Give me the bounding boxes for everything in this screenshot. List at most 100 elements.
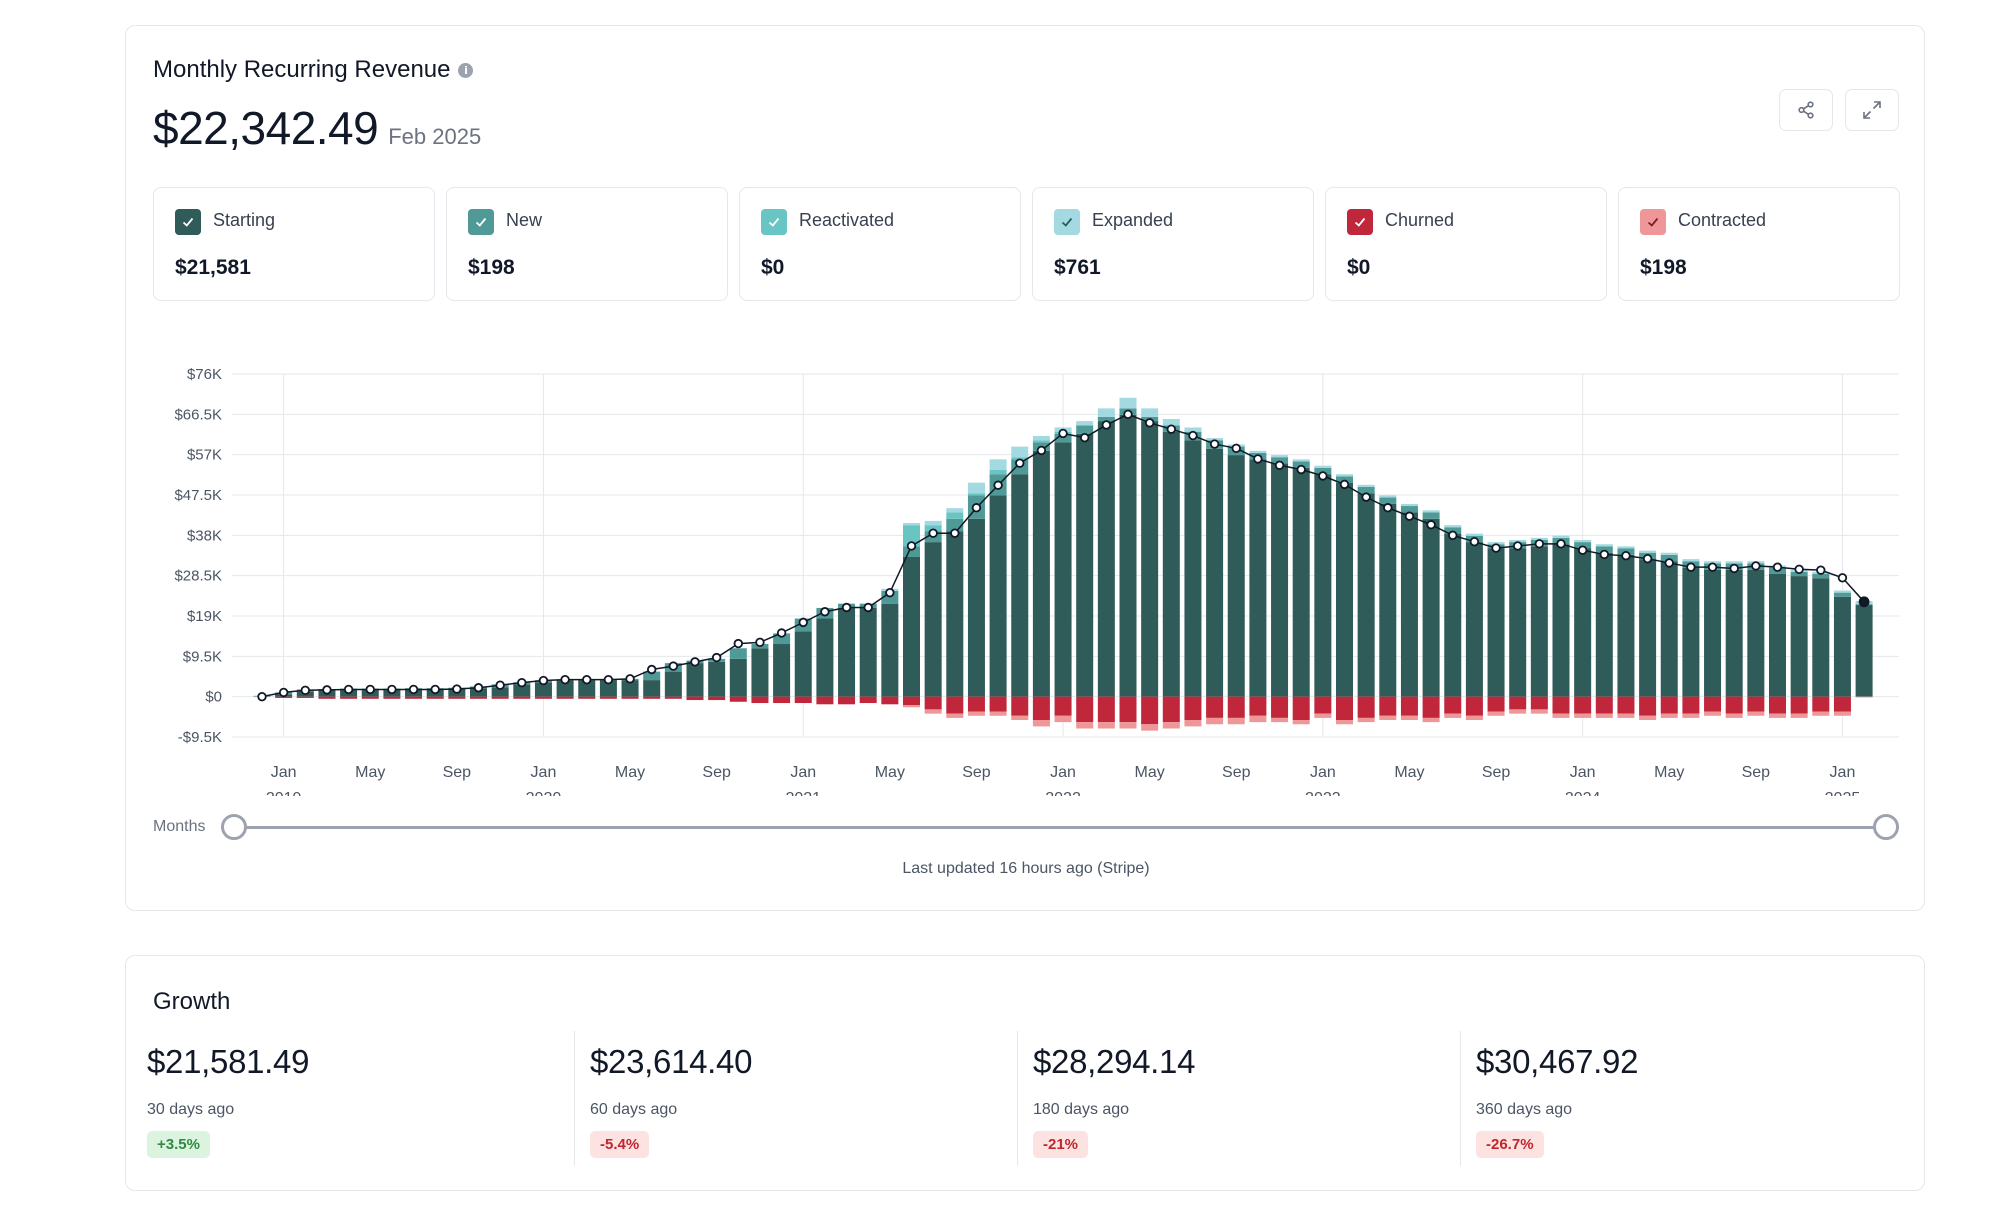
- bar-segment-churned: [1032, 696, 1050, 721]
- info-icon[interactable]: i: [458, 62, 474, 78]
- mrr-point: [1858, 596, 1870, 608]
- bar-segment-starting: [1422, 518, 1440, 697]
- x-tick-label: Jan: [271, 764, 297, 781]
- checkbox-expanded[interactable]: [1054, 209, 1080, 235]
- checkbox-churned[interactable]: [1347, 209, 1373, 235]
- y-tick-label: $76K: [187, 366, 222, 383]
- x-tick-year-label: 2022: [1045, 790, 1081, 796]
- current-mrr-amount: $22,342.49: [153, 102, 379, 154]
- bar-segment-contracted: [1833, 711, 1851, 716]
- bar-segment-contracted: [1314, 713, 1332, 718]
- share-button[interactable]: [1779, 89, 1833, 131]
- bar-segment-expanded: [1162, 419, 1180, 426]
- bar-segment-starting: [967, 518, 985, 697]
- bar-segment-reactivated: [1011, 457, 1029, 460]
- mrr-point: [1383, 503, 1393, 513]
- bar-segment-contracted: [1639, 715, 1657, 721]
- mrr-point: [1253, 454, 1263, 464]
- bar-segment-churned: [1011, 696, 1029, 716]
- bar-segment-starting: [599, 680, 617, 697]
- bar-segment-new: [1660, 554, 1678, 562]
- x-tick-label: Jan: [1570, 764, 1596, 781]
- expand-button[interactable]: [1845, 89, 1899, 131]
- bar-segment-starting: [838, 607, 856, 697]
- range-slider-end-handle[interactable]: [1873, 814, 1899, 840]
- y-tick-label: $0: [205, 689, 222, 706]
- bar-segment-starting: [794, 631, 812, 697]
- bar-segment-expanded: [1465, 533, 1483, 536]
- y-tick-label: $57K: [187, 447, 222, 464]
- x-tick-label: Sep: [1482, 764, 1511, 781]
- bar-segment-churned: [1249, 696, 1267, 716]
- checkbox-reactivated[interactable]: [761, 209, 787, 235]
- mrr-point: [408, 684, 419, 695]
- bar-segment-contracted: [1465, 715, 1483, 721]
- mrr-point: [647, 664, 657, 675]
- bar-segment-churned: [1119, 696, 1137, 723]
- y-tick-label: -$9.5K: [178, 729, 222, 746]
- bar-segment-new: [903, 546, 920, 557]
- x-tick-year-label: 2020: [526, 790, 562, 796]
- bar-segment-starting: [1032, 450, 1050, 697]
- bar-segment-churned: [1162, 696, 1180, 723]
- mrr-point: [1426, 520, 1436, 530]
- metric-card-starting[interactable]: Starting $21,581: [153, 187, 435, 301]
- bar-segment-starting: [1682, 567, 1700, 697]
- bar-segment-starting: [1704, 569, 1722, 697]
- mrr-point: [1707, 562, 1718, 572]
- mrr-point: [755, 637, 765, 648]
- mrr-point: [711, 652, 722, 663]
- mrr-point: [1772, 562, 1783, 572]
- bar-segment-churned: [448, 696, 466, 699]
- mrr-point: [1534, 539, 1545, 549]
- mrr-point: [300, 685, 310, 695]
- metric-card-new[interactable]: New $198: [446, 187, 728, 301]
- metric-card-churned[interactable]: Churned $0: [1325, 187, 1607, 301]
- card-title: Monthly Recurring Revenue: [153, 56, 451, 83]
- bar-segment-starting: [1292, 467, 1310, 697]
- x-tick-label: Jan: [790, 764, 816, 781]
- bar-segment-new: [643, 671, 661, 681]
- range-slider-start-handle[interactable]: [221, 814, 247, 840]
- bar-segment-new: [1076, 425, 1094, 434]
- bar-segment-starting: [1227, 455, 1245, 697]
- mrr-chart[interactable]: -$9.5K $0 $9.5K $19K $28.5K $38K $47.5K $57K $66…: [126, 326, 1926, 796]
- bar-segment-contracted: [1011, 715, 1029, 721]
- mrr-point: [885, 587, 895, 598]
- bar-segment-starting: [1162, 431, 1180, 697]
- bar-segment-starting: [1054, 442, 1072, 697]
- metric-card-reactivated[interactable]: Reactivated $0: [739, 187, 1021, 301]
- metric-label: Starting: [213, 210, 276, 230]
- metric-card-expanded[interactable]: Expanded $761: [1032, 187, 1314, 301]
- bar-segment-churned: [1530, 696, 1548, 710]
- checkbox-starting[interactable]: [175, 209, 201, 235]
- bar-segment-churned: [1595, 696, 1613, 714]
- bar-segment-churned: [470, 696, 487, 699]
- bar-segment-starting: [1444, 533, 1462, 697]
- x-tick-year-label: 2021: [785, 790, 821, 796]
- mrr-point: [1686, 562, 1696, 572]
- checkbox-new[interactable]: [468, 209, 494, 235]
- bar-segment-churned: [794, 696, 812, 704]
- bar-segment-reactivated: [967, 493, 985, 496]
- divider: [574, 1031, 575, 1166]
- range-slider-track[interactable]: [232, 826, 1888, 829]
- growth-card: Growth $21,581.49 30 days ago +3.5% $23,…: [125, 955, 1925, 1191]
- checkbox-contracted[interactable]: [1640, 209, 1666, 235]
- bar-segment-starting: [491, 687, 509, 697]
- mrr-point: [1491, 543, 1501, 553]
- bar-segment-starting: [729, 658, 747, 697]
- bar-segment-churned: [1141, 696, 1159, 725]
- mrr-point: [950, 528, 960, 538]
- bar-segment-starting: [1660, 561, 1678, 697]
- metric-card-contracted[interactable]: Contracted $198: [1618, 187, 1900, 301]
- mrr-point: [1469, 537, 1480, 547]
- bar-segment-new: [1400, 506, 1418, 513]
- bar-segment-churned: [275, 696, 293, 698]
- bar-segment-churned: [578, 696, 596, 699]
- bar-segment-churned: [340, 696, 358, 699]
- bar-segment-churned: [383, 696, 401, 699]
- mrr-point: [971, 503, 982, 513]
- bar-segment-starting: [946, 531, 964, 697]
- bar-segment-starting: [1336, 482, 1353, 697]
